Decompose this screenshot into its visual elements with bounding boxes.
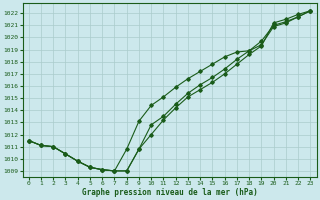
X-axis label: Graphe pression niveau de la mer (hPa): Graphe pression niveau de la mer (hPa) — [82, 188, 258, 197]
